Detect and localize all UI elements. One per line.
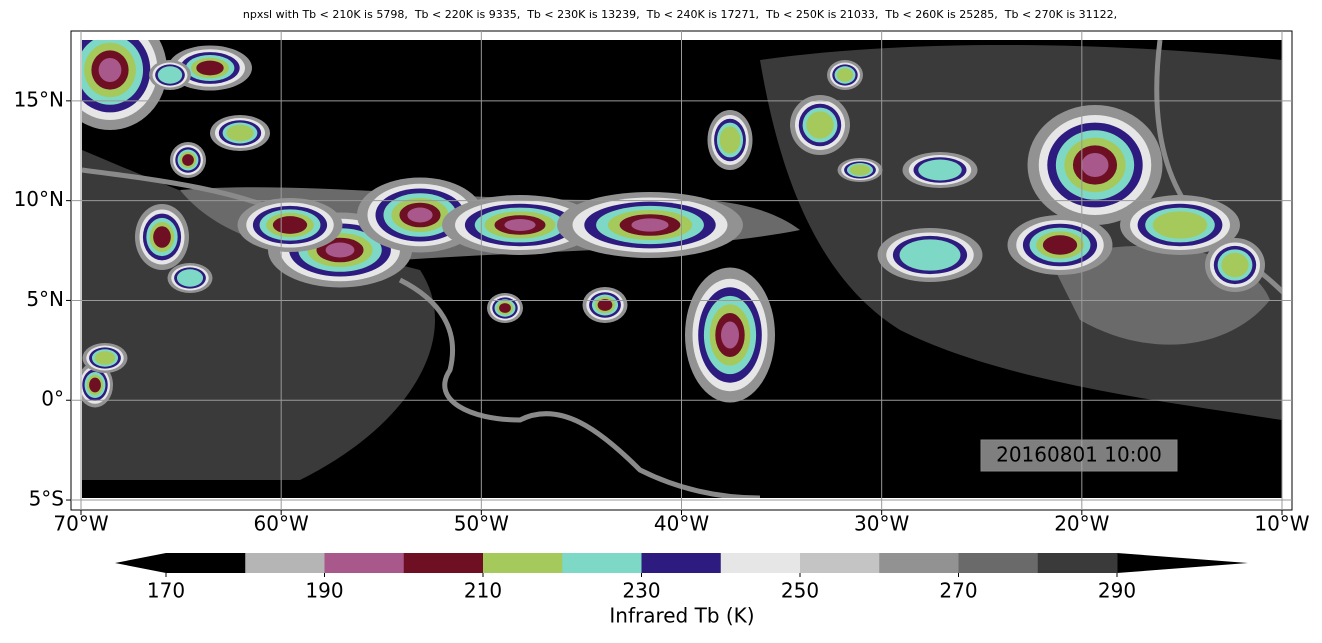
colorbar-bin xyxy=(1037,553,1118,573)
cloud-core xyxy=(899,239,961,271)
cloud-core xyxy=(836,68,854,82)
colorbar-tick-label: 230 xyxy=(622,579,660,603)
cloud-core xyxy=(806,111,834,139)
colorbar-bin xyxy=(403,553,484,573)
annotation-box xyxy=(980,439,1178,472)
x-tick-label: 40°W xyxy=(654,512,709,536)
colorbar-tick-label: 290 xyxy=(1098,579,1136,603)
cloud-core xyxy=(153,226,171,248)
cloud-core xyxy=(597,299,613,311)
cloud-core xyxy=(918,159,962,181)
cloud-core xyxy=(504,219,536,231)
colorbar-bin xyxy=(562,553,642,573)
x-tick-label: 70°W xyxy=(53,512,108,536)
y-tick-label: 5°S xyxy=(29,487,64,511)
cloud-core xyxy=(1221,252,1249,278)
colorbar-extend-low xyxy=(115,553,166,573)
cloud-core xyxy=(325,242,355,258)
colorbar-tick-label: 190 xyxy=(305,579,343,603)
x-tick-label: 10°W xyxy=(1254,512,1309,536)
colorbar-bin xyxy=(720,553,801,573)
y-tick-label: 15°N xyxy=(14,87,64,111)
chart-title: npxsl with Tb < 210K is 5798, Tb < 220K … xyxy=(243,8,1117,21)
colorbar-tick-label: 170 xyxy=(147,579,185,603)
cloud-core xyxy=(272,216,308,234)
y-tick-label: 5°N xyxy=(26,287,64,311)
y-tick-label: 10°N xyxy=(14,187,64,211)
cloud-core xyxy=(196,60,224,76)
x-tick-label: 30°W xyxy=(854,512,909,536)
cloud-core xyxy=(719,126,741,154)
x-tick-label: 60°W xyxy=(254,512,309,536)
cloud-core xyxy=(226,124,254,142)
colorbar-bin xyxy=(166,553,246,573)
colorbar-tick-label: 270 xyxy=(939,579,977,603)
colorbar-tick-label: 210 xyxy=(464,579,502,603)
colorbar-bin xyxy=(958,553,1039,573)
cloud-core xyxy=(94,351,116,365)
cloud-core xyxy=(407,207,433,223)
colorbar-bin xyxy=(324,553,405,573)
map-field xyxy=(82,40,1282,498)
axes: 70°W 60°W 50°W 40°W 30°W 20°W 10°W 5°S 0° 5°N 10°N… xyxy=(14,31,1310,536)
x-tick-label: 20°W xyxy=(1054,512,1109,536)
cloud-core xyxy=(849,164,871,176)
colorbar-bin xyxy=(800,553,880,573)
colorbar-bin xyxy=(879,553,959,573)
cloud-core xyxy=(157,66,183,84)
cloud-core xyxy=(1081,153,1109,177)
cloud-core xyxy=(721,321,739,349)
cloud-core xyxy=(1042,235,1078,255)
cloud-core xyxy=(182,154,194,166)
cloud-core xyxy=(1152,211,1208,239)
colorbar-bin xyxy=(641,553,722,573)
cloud-core xyxy=(176,269,204,287)
cloud-core xyxy=(499,303,511,313)
colorbar-bin xyxy=(483,553,563,573)
colorbar-label: Infrared Tb (K) xyxy=(609,604,754,628)
colorbar: 170 190 210 230 250 270 290 xyxy=(115,553,1248,603)
colorbar-extend-high xyxy=(1117,553,1248,573)
annotation: 20160801 10:00 xyxy=(996,443,1162,467)
x-tick-label: 50°W xyxy=(454,512,509,536)
cloud-core xyxy=(98,58,122,82)
coastline xyxy=(398,277,761,498)
cloud-core xyxy=(89,377,101,393)
cloud-core xyxy=(631,218,669,232)
y-tick-label: 0° xyxy=(41,387,64,411)
colorbar-tick-label: 250 xyxy=(781,579,819,603)
colorbar-bin xyxy=(245,553,325,573)
